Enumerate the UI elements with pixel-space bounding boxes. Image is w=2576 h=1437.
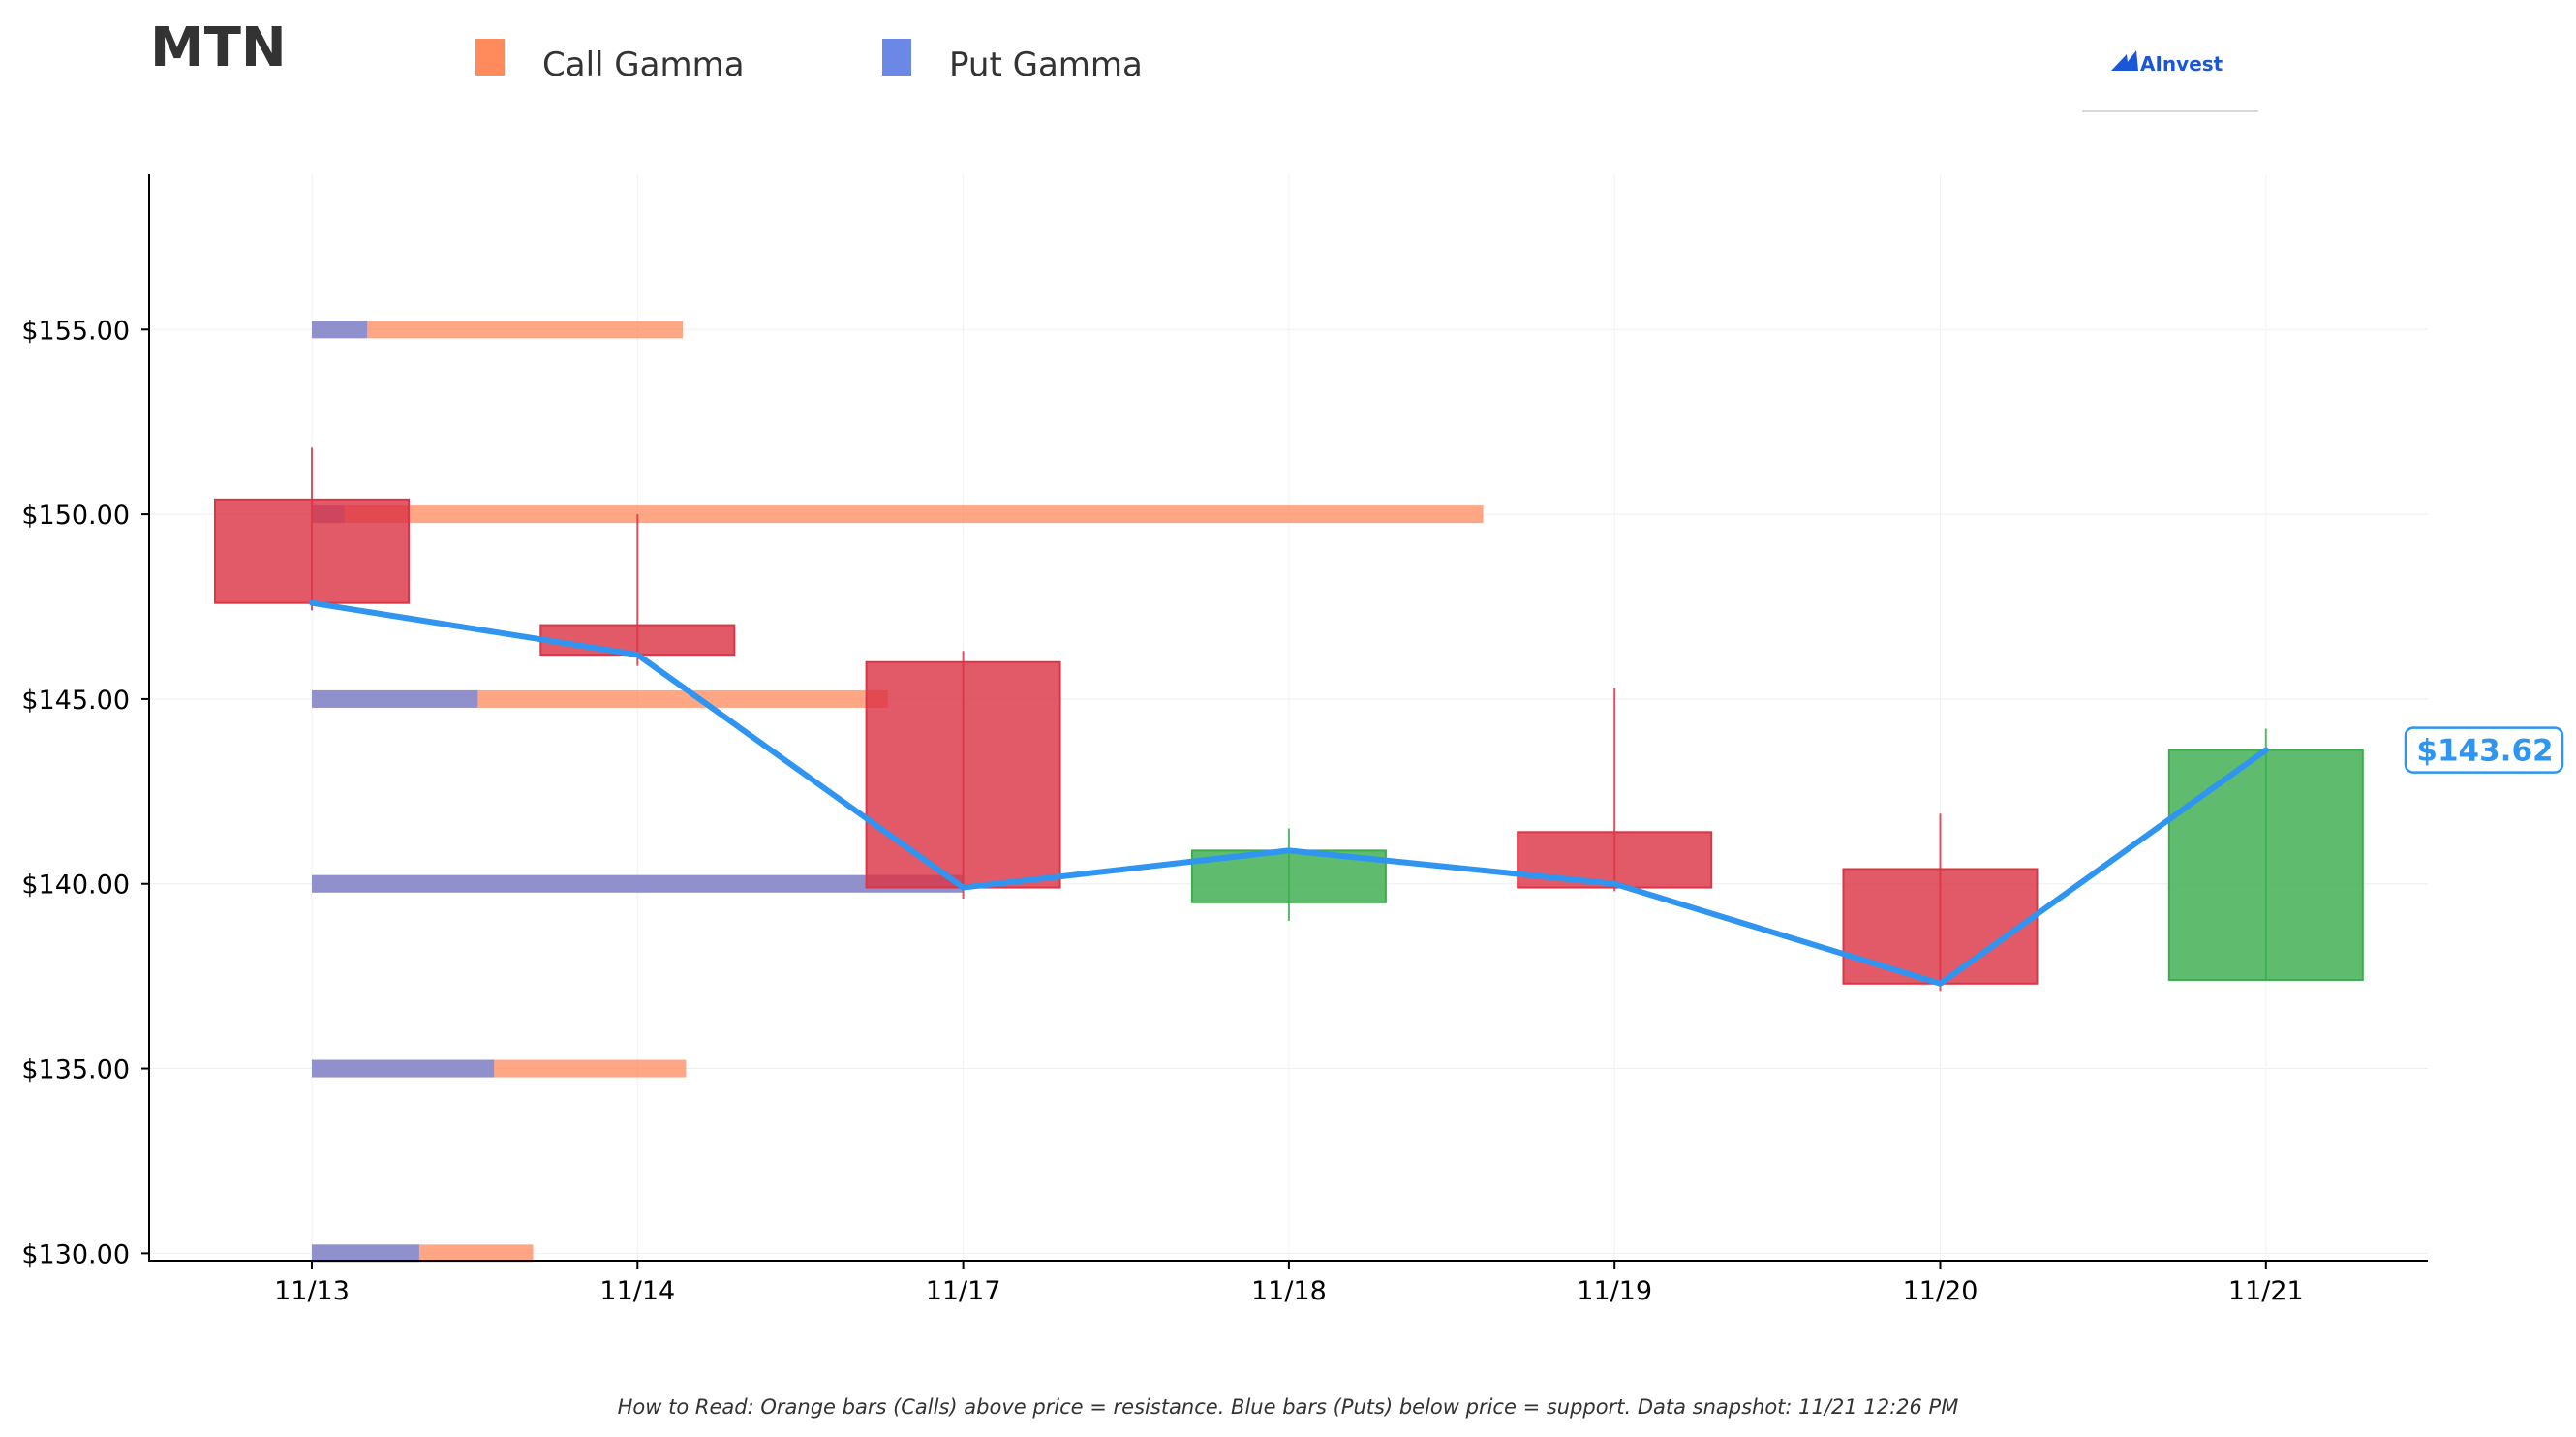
y-tick-label-4: $150.00 [21,501,130,531]
close-price-line [309,599,2269,987]
y-tick-label-2: $140.00 [21,871,130,901]
candle-body-6 [2167,749,2364,981]
put-gamma-bar-145 [312,689,478,708]
x-tick-label-1: 11/14 [599,1276,675,1306]
how-to-read-footnote: How to Read: Orange bars (Calls) above p… [618,1395,1959,1419]
y-tick-label-1: $135.00 [21,1055,130,1085]
x-tick-label-5: 11/20 [1903,1276,1978,1306]
candles [214,447,2364,992]
call-gamma-bar-155 [312,321,684,339]
x-tick-label-3: 11/18 [1251,1276,1327,1306]
candle-body-1 [539,624,736,657]
y-tick-label-0: $130.00 [21,1239,130,1269]
gamma-bars [312,321,1484,1263]
ainvest-logo: AInvest [2082,50,2258,112]
x-tick-label-6: 11/21 [2228,1276,2304,1306]
logo-mark-icon [2111,50,2138,71]
legend-put-swatch [882,39,911,76]
put-gamma-bar-135 [312,1059,495,1078]
ticker-title: MTN [150,16,287,79]
x-tick-label-2: 11/17 [926,1276,1001,1306]
y-tick-label-3: $145.00 [21,686,130,716]
legend-put-label: Put Gamma [949,46,1143,84]
put-gamma-bar-140 [312,874,963,893]
candle-body-5 [1842,868,2039,985]
current-price-label: $143.62 [2416,734,2553,769]
call-gamma-bar-150 [312,505,1484,524]
candle-body-2 [865,660,1061,889]
put-gamma-bar-130 [312,1244,419,1263]
legend-call-swatch [475,39,505,76]
x-ticks: 11/13 11/14 11/17 11/18 11/19 11/20 11/21 [274,1261,2304,1306]
current-price-badge: $143.62 [2404,726,2564,774]
y-tick-label-5: $155.00 [21,316,130,346]
x-tick-label-4: 11/19 [1577,1276,1652,1306]
put-gamma-bar-155 [312,321,368,339]
y-ticks: $130.00 $135.00 $140.00 $145.00 $150.00 $155.… [21,316,149,1269]
logo-text: AInvest [2140,52,2223,76]
legend: Call Gamma Put Gamma [475,39,1143,84]
close-price-line-group [309,599,2269,987]
current-price-badge-box [2404,726,2564,774]
legend-call-label: Call Gamma [542,46,745,84]
x-tick-label-0: 11/13 [274,1276,350,1306]
candle-body-0 [214,498,410,604]
